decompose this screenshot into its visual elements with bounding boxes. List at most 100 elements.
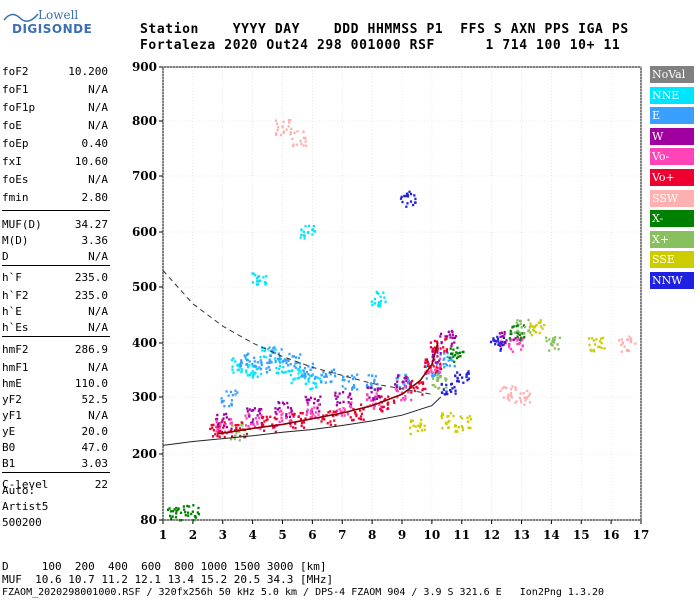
param-value: N/A [88, 250, 108, 263]
data-point-w [250, 409, 253, 412]
data-point-nne [278, 367, 281, 371]
param-label: foEs [2, 173, 29, 186]
data-point-vo [294, 422, 297, 425]
data-point-vo [427, 370, 431, 374]
data-point-vo [426, 361, 429, 364]
data-point-nnw [404, 194, 407, 198]
data-point-vo [327, 411, 330, 414]
data-point-nnw [456, 371, 459, 374]
data-point-x [519, 338, 522, 342]
data-point-e [451, 359, 454, 362]
data-point-vo [358, 409, 362, 412]
data-point-e [329, 373, 332, 376]
data-point-x [240, 423, 243, 427]
data-point-w [396, 380, 399, 383]
data-point-w [216, 423, 219, 427]
data-point-sse [446, 415, 449, 418]
data-point-e [310, 374, 313, 377]
param-fof1p: foF1p N/A [2, 101, 108, 115]
data-point-x [431, 377, 435, 380]
data-point-w [336, 395, 339, 398]
auto-code: 500200 [2, 516, 42, 529]
data-point-e [373, 380, 376, 383]
legend-item-x: X+ [650, 230, 694, 248]
data-point-w [500, 331, 504, 335]
data-point-vo [420, 381, 423, 384]
legend-item-nnw: NNW [650, 272, 694, 289]
param-value: 235.0 [74, 271, 108, 284]
data-point-ssw [292, 143, 295, 146]
data-point-vo [237, 423, 240, 427]
data-point-nnw [409, 200, 413, 203]
param-value: 235.0 [74, 289, 108, 302]
data-point-vo [444, 338, 447, 341]
data-point-sse [537, 321, 540, 324]
data-point-w [221, 419, 224, 422]
data-point-x [551, 344, 554, 347]
data-point-sse [445, 423, 448, 426]
data-point-e [367, 374, 370, 377]
y-tick-label: 900 [132, 60, 157, 74]
data-point-e [446, 355, 449, 359]
data-point-sse [447, 421, 450, 424]
x-tick-label: 8 [368, 528, 376, 542]
data-point-nne [375, 290, 378, 294]
data-point-vo [349, 416, 352, 419]
data-point-ssw [302, 144, 305, 147]
legend-item-vo: Vo- [650, 148, 694, 166]
data-point-w [370, 391, 373, 394]
param-d: D N/A [2, 250, 108, 264]
data-point-nnw [444, 392, 448, 396]
data-point-e [341, 385, 344, 388]
x-tick-label: 3 [219, 528, 227, 542]
data-point-w [341, 391, 345, 394]
data-point-w [394, 383, 397, 386]
data-point-vo [302, 421, 306, 424]
data-point-w [274, 407, 277, 410]
legend-item-vo: Vo+ [650, 169, 694, 186]
data-point-vo [244, 424, 248, 427]
legend-item-x: X- [650, 210, 694, 228]
data-point-e [270, 361, 273, 364]
data-point-vo [209, 427, 212, 431]
data-point-w [447, 330, 450, 334]
data-point-vo [387, 395, 390, 398]
data-point-w [289, 407, 293, 410]
data-point-x [516, 329, 519, 333]
y-tick-label: 400 [132, 336, 157, 350]
data-point-w [501, 335, 504, 338]
data-point-w [225, 425, 229, 429]
data-point-e [277, 352, 280, 355]
data-point-e [259, 360, 262, 363]
data-point-x [548, 338, 551, 341]
data-point-vo [424, 387, 427, 391]
data-point-ssw [296, 130, 299, 133]
data-point-w [439, 352, 442, 355]
data-point-w [450, 344, 453, 348]
data-point-vo [312, 413, 315, 416]
data-point-nnw [440, 391, 444, 394]
data-point-e [370, 374, 374, 377]
data-point-vo [353, 411, 357, 414]
data-point-w [319, 395, 322, 398]
data-point-nne [312, 381, 315, 385]
data-point-nne [251, 281, 254, 284]
data-point-e [276, 357, 280, 361]
data-point-x [557, 347, 560, 351]
data-point-ssw [299, 139, 302, 143]
data-point-nnw [499, 347, 503, 350]
data-point-vo [372, 407, 376, 410]
param-value: 52.5 [81, 393, 109, 406]
data-point-w [395, 385, 398, 388]
data-point-w [450, 329, 453, 333]
data-point-w [246, 407, 249, 410]
data-point-ssw [289, 118, 292, 122]
data-point-vo [343, 408, 347, 411]
data-point-e [260, 361, 263, 364]
data-point-vo [214, 433, 217, 436]
data-point-vo [216, 427, 219, 431]
data-point-sse [530, 333, 533, 337]
data-point-w [368, 396, 371, 399]
data-point-vo [430, 369, 433, 372]
data-point-vo [247, 412, 250, 416]
